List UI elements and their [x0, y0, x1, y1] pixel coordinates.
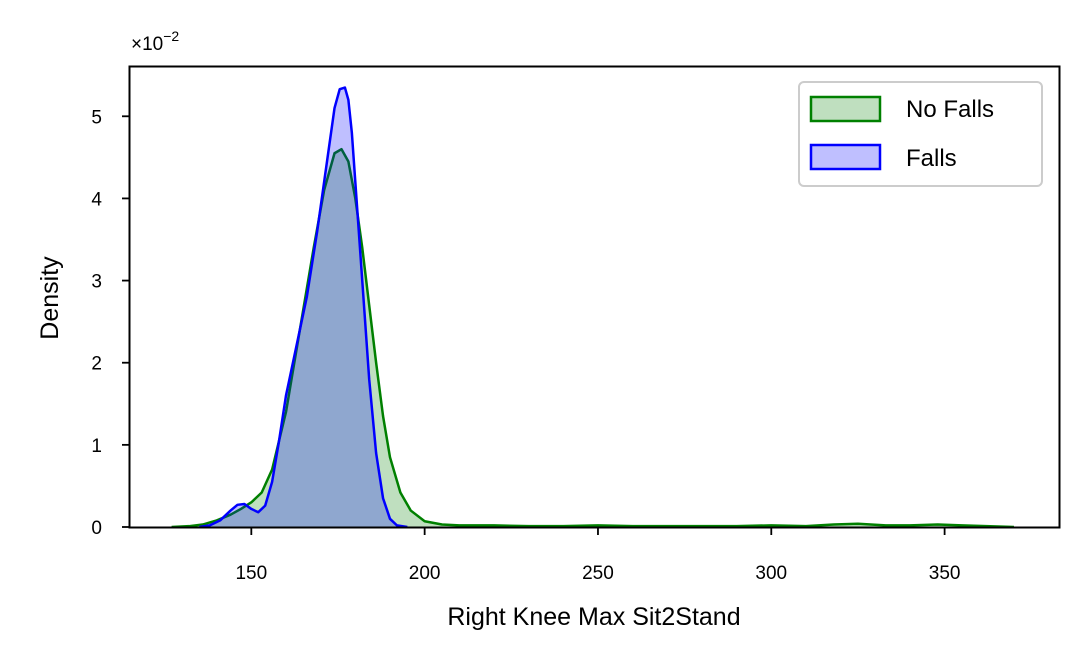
legend-label-falls: Falls	[906, 145, 957, 172]
series-line-no-falls	[171, 147, 1014, 529]
legend-swatch-falls	[809, 143, 882, 171]
x-tick-label: 150	[235, 563, 267, 584]
y-offset-exponent: −2	[163, 28, 179, 44]
x-axis-label: Right Knee Max Sit2Stand	[447, 603, 740, 631]
y-tick-label: 0	[91, 518, 102, 539]
y-tick-label: 4	[91, 189, 102, 210]
y-tick-label: 5	[91, 107, 102, 128]
series-layer	[171, 86, 1014, 529]
y-axis-label: Density	[36, 256, 64, 340]
y-axis-ticks: 0 1 2 3 4 5	[91, 107, 130, 539]
legend-swatch-no-falls	[809, 95, 882, 123]
series-area-no-falls	[171, 149, 1014, 527]
legend-frame	[798, 81, 1043, 187]
y-offset-base: ×10	[131, 34, 163, 55]
y-tick-label: 3	[91, 272, 102, 293]
plot-frame	[128, 65, 1061, 529]
x-tick-label: 250	[582, 563, 614, 584]
series-line-falls	[199, 86, 408, 529]
y-tick-label: 1	[91, 436, 102, 457]
legend-label-no-falls: No Falls	[906, 96, 994, 123]
y-offset-label: ×10−2	[131, 28, 179, 55]
x-tick-label: 200	[409, 563, 441, 584]
y-tick-label: 2	[91, 354, 102, 375]
x-tick-label: 300	[755, 563, 787, 584]
legend: No Falls Falls	[798, 81, 1043, 187]
x-axis-ticks: 150 200 250 300 350	[235, 527, 960, 584]
x-tick-label: 350	[929, 563, 961, 584]
